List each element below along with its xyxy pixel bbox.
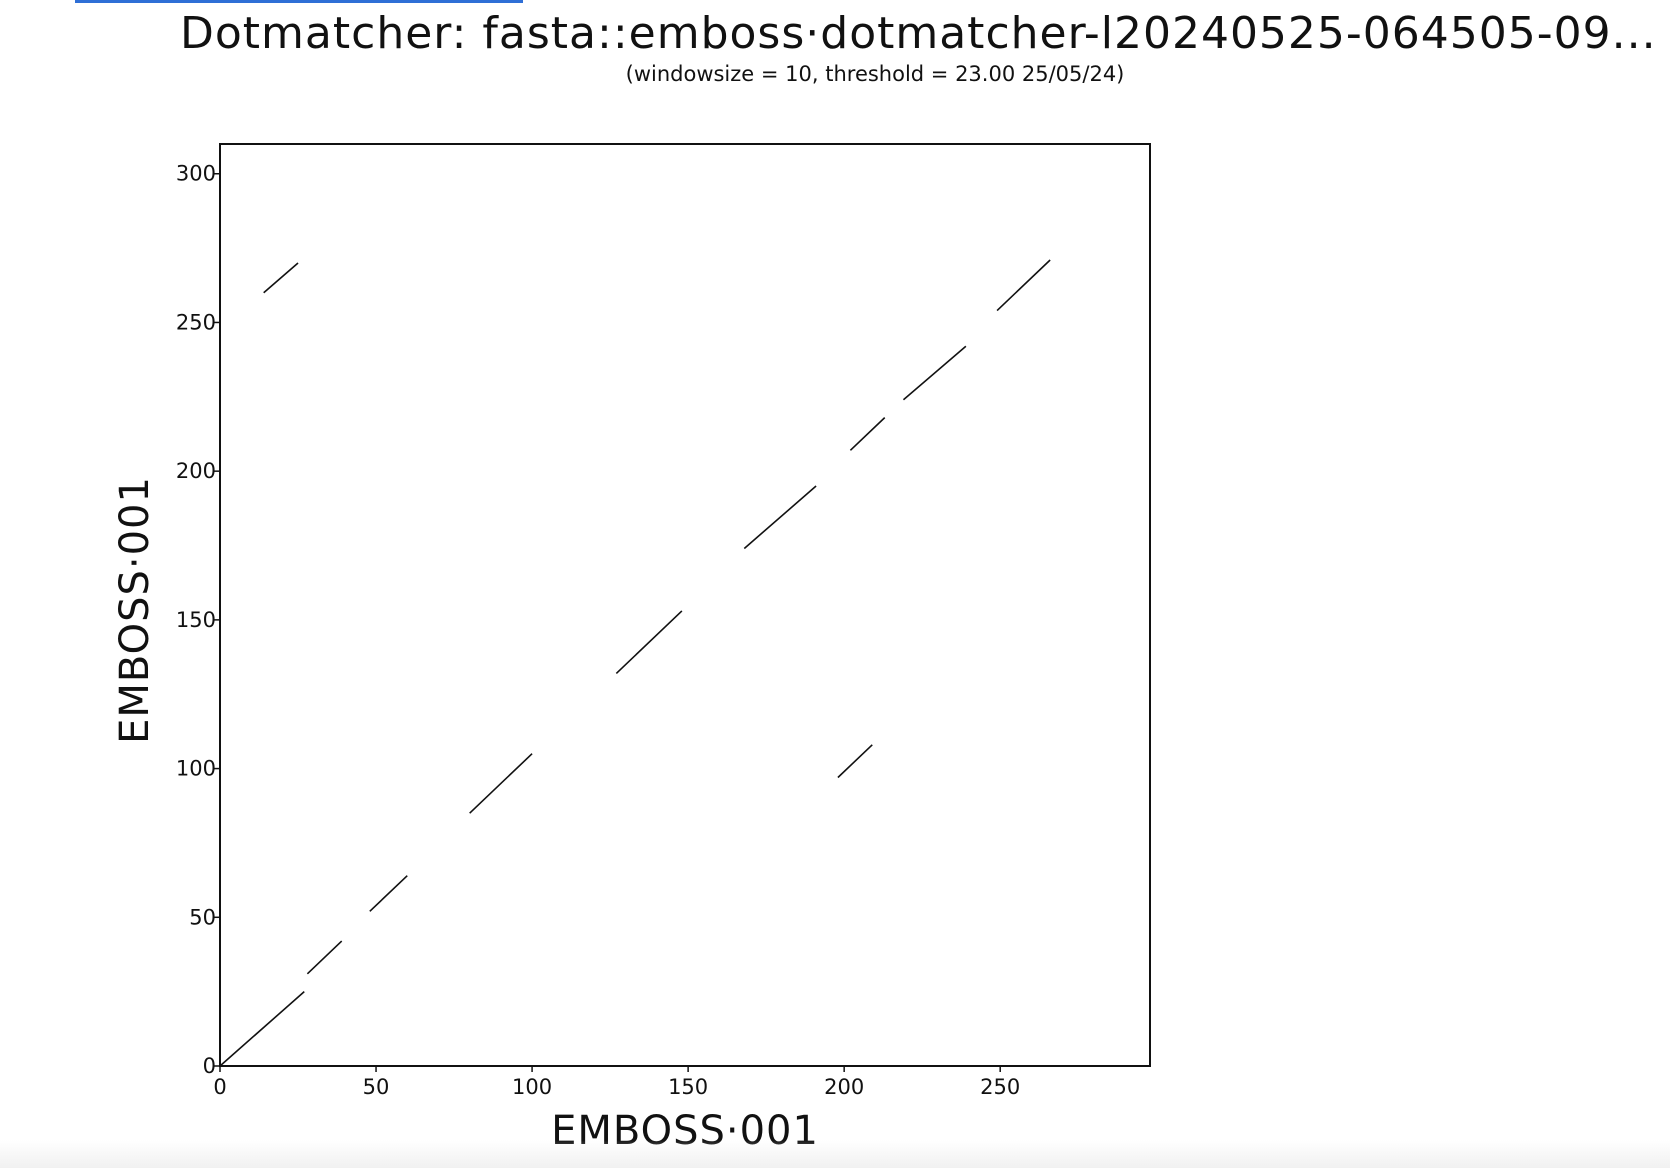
y-tick-label: 100 (176, 757, 216, 781)
match-segment (469, 753, 533, 814)
y-tick-label: 250 (176, 310, 216, 334)
x-tick-label: 100 (512, 1075, 552, 1099)
x-tick-label: 200 (824, 1075, 864, 1099)
y-axis-ticks: 0 50 100 150 200 250 300 (176, 162, 220, 1078)
match-segment (743, 485, 817, 550)
x-tick-label: 50 (363, 1075, 390, 1099)
match-segment (849, 417, 886, 451)
chart-title: Dotmatcher: fasta::emboss·dotmatcher-l20… (180, 8, 1657, 59)
match-segment (369, 875, 408, 912)
y-tick-label: 200 (176, 459, 216, 483)
y-tick-label: 150 (176, 608, 216, 632)
y-tick-label: 300 (176, 162, 216, 186)
x-tick-label: 0 (213, 1075, 226, 1099)
plot-frame (219, 143, 1151, 1067)
match-segments (219, 259, 1051, 1067)
match-segment (306, 940, 343, 975)
match-segment (263, 262, 299, 294)
top-accent-strip (75, 0, 523, 3)
x-tick-label: 250 (980, 1075, 1020, 1099)
bottom-fade (0, 1140, 1670, 1168)
match-segment (219, 991, 305, 1067)
y-axis-label: EMBOSS·001 (112, 476, 158, 744)
y-tick-label: 50 (189, 905, 216, 929)
match-segment (902, 345, 967, 401)
match-segment (996, 259, 1051, 312)
match-segment (615, 610, 683, 674)
chart-subtitle: (windowsize = 10, threshold = 23.00 25/0… (625, 62, 1125, 86)
x-tick-label: 150 (668, 1075, 708, 1099)
x-axis-ticks: 0 50 100 150 200 250 (213, 1066, 1020, 1099)
match-segment (837, 744, 873, 779)
y-tick-label: 0 (203, 1054, 216, 1078)
